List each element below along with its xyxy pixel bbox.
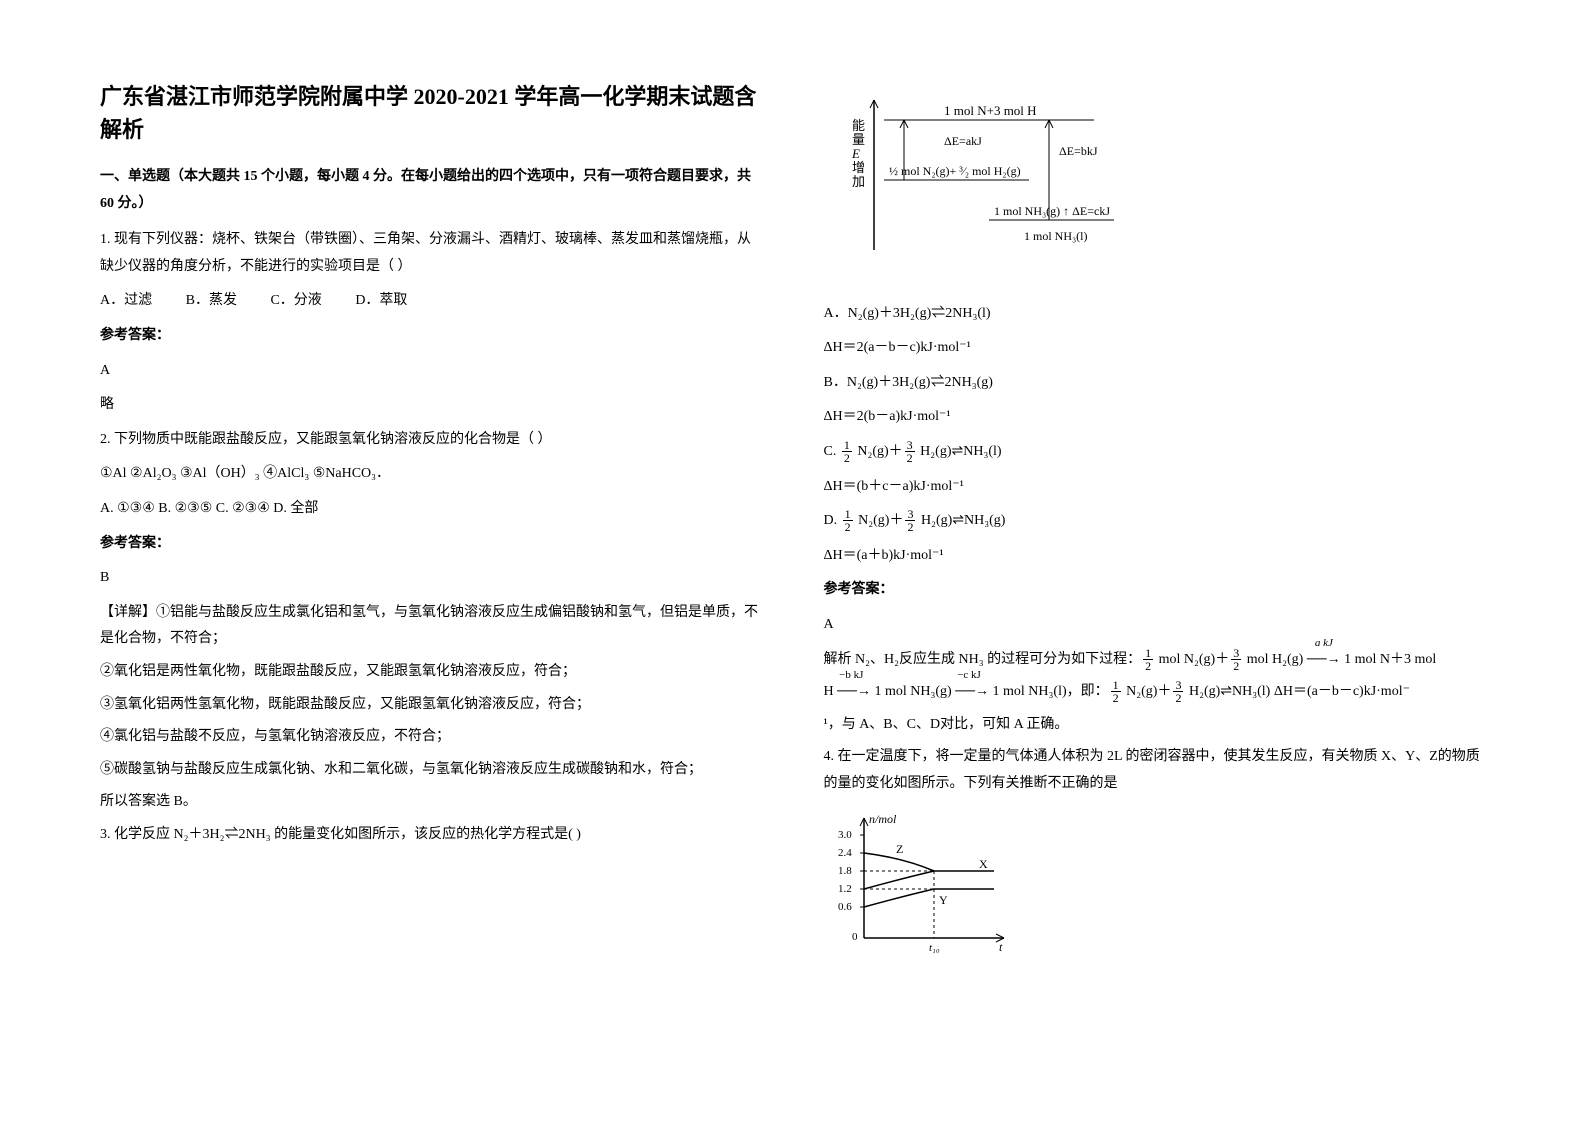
q3-optb2: ΔH＝2(b－a)kJ·mol⁻¹ — [824, 404, 1488, 431]
l2-mid: 1 mol NH₃(g) — [871, 684, 955, 699]
q1-opt-b: B．蒸发 — [186, 293, 237, 308]
l2-end: 1 mol NH₃(l)，即： — [989, 684, 1109, 699]
expl-m2: mol H₂(g) — [1243, 652, 1307, 667]
section-header: 一、单选题（本大题共 15 个小题，每小题 4 分。在每小题给出的四个选项中，只… — [100, 164, 764, 217]
q1-opt-a: A．过滤 — [100, 293, 152, 308]
q3-opta1: A．N₂(g)＋3H₂(g)⇌2NH₃(l) — [824, 301, 1488, 328]
q3-answer: A — [824, 612, 1488, 639]
frac-e3: 12 — [1111, 679, 1121, 704]
diagram-b1: 1 mol NH₃(g) ↑ ΔE=ckJ — [994, 204, 1110, 218]
q1-opt-d: D．萃取 — [355, 293, 407, 308]
optc-pre: C. — [824, 444, 840, 459]
diagram-top: 1 mol N+3 mol H — [944, 103, 1037, 118]
q2-expl-1: ②氧化铝是两性氧化物，既能跟盐酸反应，又能跟氢氧化钠溶液反应，符合； — [100, 659, 764, 686]
q2-opts: A. ①③④ B. ②③⑤ C. ②③④ D. 全部 — [100, 496, 764, 523]
series-z: Z — [896, 842, 903, 856]
optd-end: H₂(g)⇌NH₃(g) — [917, 513, 1005, 528]
diagram-dea: ΔE=akJ — [944, 134, 982, 148]
optd-pre: D. — [824, 513, 841, 528]
q3-expl-line2: H −b kJ──→ 1 mol NH₃(g) −c kJ──→ 1 mol N… — [824, 679, 1488, 706]
q3-text: 3. 化学反应 N₂＋3H₂⇌2NH₃ 的能量变化如图所示，该反应的热化学方程式… — [100, 822, 764, 849]
left-column: 广东省湛江市师范学院附属中学 2020-2021 学年高一化学期末试题含解析 一… — [100, 80, 764, 1042]
right-column: 能量E增加 1 mol N+3 mol H ½ mol N₂(g)+ ³⁄₂ m… — [824, 80, 1488, 1042]
chart-ylabel: n/mol — [869, 812, 897, 826]
frac-3-2: 32 — [905, 439, 915, 464]
xlabel-t: t — [999, 940, 1003, 954]
page-title: 广东省湛江市师范学院附属中学 2020-2021 学年高一化学期末试题含解析 — [100, 80, 764, 146]
ytick-30: 3.0 — [838, 829, 852, 841]
ytick-18: 1.8 — [838, 865, 852, 877]
q2-answer-label: 参考答案： — [100, 531, 764, 558]
q2-expl-4: ⑤碳酸氢钠与盐酸反应生成氯化钠、水和二氧化碳，与氢氧化钠溶液反应生成碳酸钠和水，… — [100, 757, 764, 784]
energy-diagram: 能量E增加 1 mol N+3 mol H ½ mol N₂(g)+ ³⁄₂ m… — [844, 90, 1488, 281]
q1-explain: 略 — [100, 392, 764, 419]
series-y: Y — [939, 893, 948, 907]
optd-mid: N₂(g)＋ — [855, 513, 904, 528]
q3-optd2: ΔH＝(a＋b)kJ·mol⁻¹ — [824, 543, 1488, 570]
frac-e1: 12 — [1143, 647, 1153, 672]
l2-pre: H — [824, 684, 838, 699]
l2-eq2: H₂(g)⇌NH₃(l) ΔH＝(a－b－c)kJ·mol⁻ — [1185, 684, 1410, 699]
q2-expl-0: 【详解】①铝能与盐酸反应生成氯化铝和氢气，与氢氧化钠溶液反应生成偏铝酸钠和氢气，… — [100, 600, 764, 653]
q4-chart-svg: n/mol 3.0 2.4 1.8 1.2 0.6 0 Z X Y t — [824, 808, 1024, 958]
ytick-0: 0 — [852, 931, 858, 943]
q4-chart: n/mol 3.0 2.4 1.8 1.2 0.6 0 Z X Y t — [824, 808, 1488, 969]
expl-pre: 解析 N₂、H₂反应生成 NH₃ 的过程可分为如下过程： — [824, 652, 1142, 667]
q2-text: 2. 下列物质中既能跟盐酸反应，又能跟氢氧化钠溶液反应的化合物是（ ） — [100, 427, 764, 454]
q1-answer-label: 参考答案： — [100, 323, 764, 350]
q1-answer: A — [100, 358, 764, 385]
frac-3-2b: 32 — [905, 508, 915, 533]
q2-expl-3: ④氯化铝与盐酸不反应，与氢氧化钠溶液反应，不符合； — [100, 724, 764, 751]
diagram-mid: ½ mol N₂(g)+ ³⁄₂ mol H₂(g) — [889, 164, 1021, 178]
q4-text: 4. 在一定温度下，将一定量的气体通人体积为 2L 的密闭容器中，使其发生反应，… — [824, 744, 1488, 797]
q2-expl-5: 所以答案选 B。 — [100, 789, 764, 816]
expl-e1: 1 mol N＋3 mol — [1341, 652, 1437, 667]
frac-e4: 32 — [1173, 679, 1183, 704]
optc-mid: N₂(g)＋ — [854, 444, 903, 459]
frac-e2: 32 — [1231, 647, 1241, 672]
expl-m1: mol N₂(g)＋ — [1155, 652, 1229, 667]
diagram-ylabel: 能量E增加 — [851, 118, 865, 189]
q3-answer-label: 参考答案： — [824, 577, 1488, 604]
series-x: X — [979, 857, 988, 871]
q3-optc1: C. 12 N₂(g)＋32 H₂(g)⇌NH₃(l) — [824, 439, 1488, 466]
q3-expl-final: ¹，与 A、B、C、D对比，可知 A 正确。 — [824, 712, 1488, 739]
q3-optb1: B．N₂(g)＋3H₂(g)⇌2NH₃(g) — [824, 370, 1488, 397]
q3-optc2: ΔH＝(b＋c－a)kJ·mol⁻¹ — [824, 474, 1488, 501]
l2-eq1: N₂(g)＋ — [1123, 684, 1172, 699]
frac-1-2b: 12 — [843, 508, 853, 533]
diagram-deb: ΔE=bkJ — [1059, 144, 1098, 158]
q3-expl-line1: 解析 N₂、H₂反应生成 NH₃ 的过程可分为如下过程：12 mol N₂(g)… — [824, 647, 1488, 674]
arrow-b: −b kJ — [839, 665, 863, 686]
ytick-06: 0.6 — [838, 901, 852, 913]
arrow-a: a kJ — [1315, 633, 1333, 654]
q3-optd1: D. 12 N₂(g)＋32 H₂(g)⇌NH₃(g) — [824, 508, 1488, 535]
q1-options: A．过滤 B．蒸发 C．分液 D．萃取 — [100, 288, 764, 315]
q2-items: ①Al ②Al₂O₃ ③Al（OH）₃ ④AlCl₃ ⑤NaHCO₃． — [100, 461, 764, 488]
ytick-24: 2.4 — [838, 847, 852, 859]
q2-expl-2: ③氢氧化铝两性氢氧化物，既能跟盐酸反应，又能跟氢氧化钠溶液反应，符合； — [100, 692, 764, 719]
q3-opta2: ΔH＝2(a－b－c)kJ·mol⁻¹ — [824, 335, 1488, 362]
q2-answer: B — [100, 565, 764, 592]
xmark-t10: t₁₀ — [929, 942, 940, 954]
q1-opt-c: C．分液 — [270, 293, 321, 308]
optc-end: H₂(g)⇌NH₃(l) — [917, 444, 1002, 459]
q1-text: 1. 现有下列仪器：烧杯、铁架台（带铁圈）、三角架、分液漏斗、酒精灯、玻璃棒、蒸… — [100, 227, 764, 280]
ytick-12: 1.2 — [838, 883, 852, 895]
energy-diagram-svg: 能量E增加 1 mol N+3 mol H ½ mol N₂(g)+ ³⁄₂ m… — [844, 90, 1184, 270]
arrow-c: −c kJ — [957, 665, 981, 686]
frac-1-2: 12 — [842, 439, 852, 464]
diagram-b2: 1 mol NH₃(l) — [1024, 229, 1088, 243]
